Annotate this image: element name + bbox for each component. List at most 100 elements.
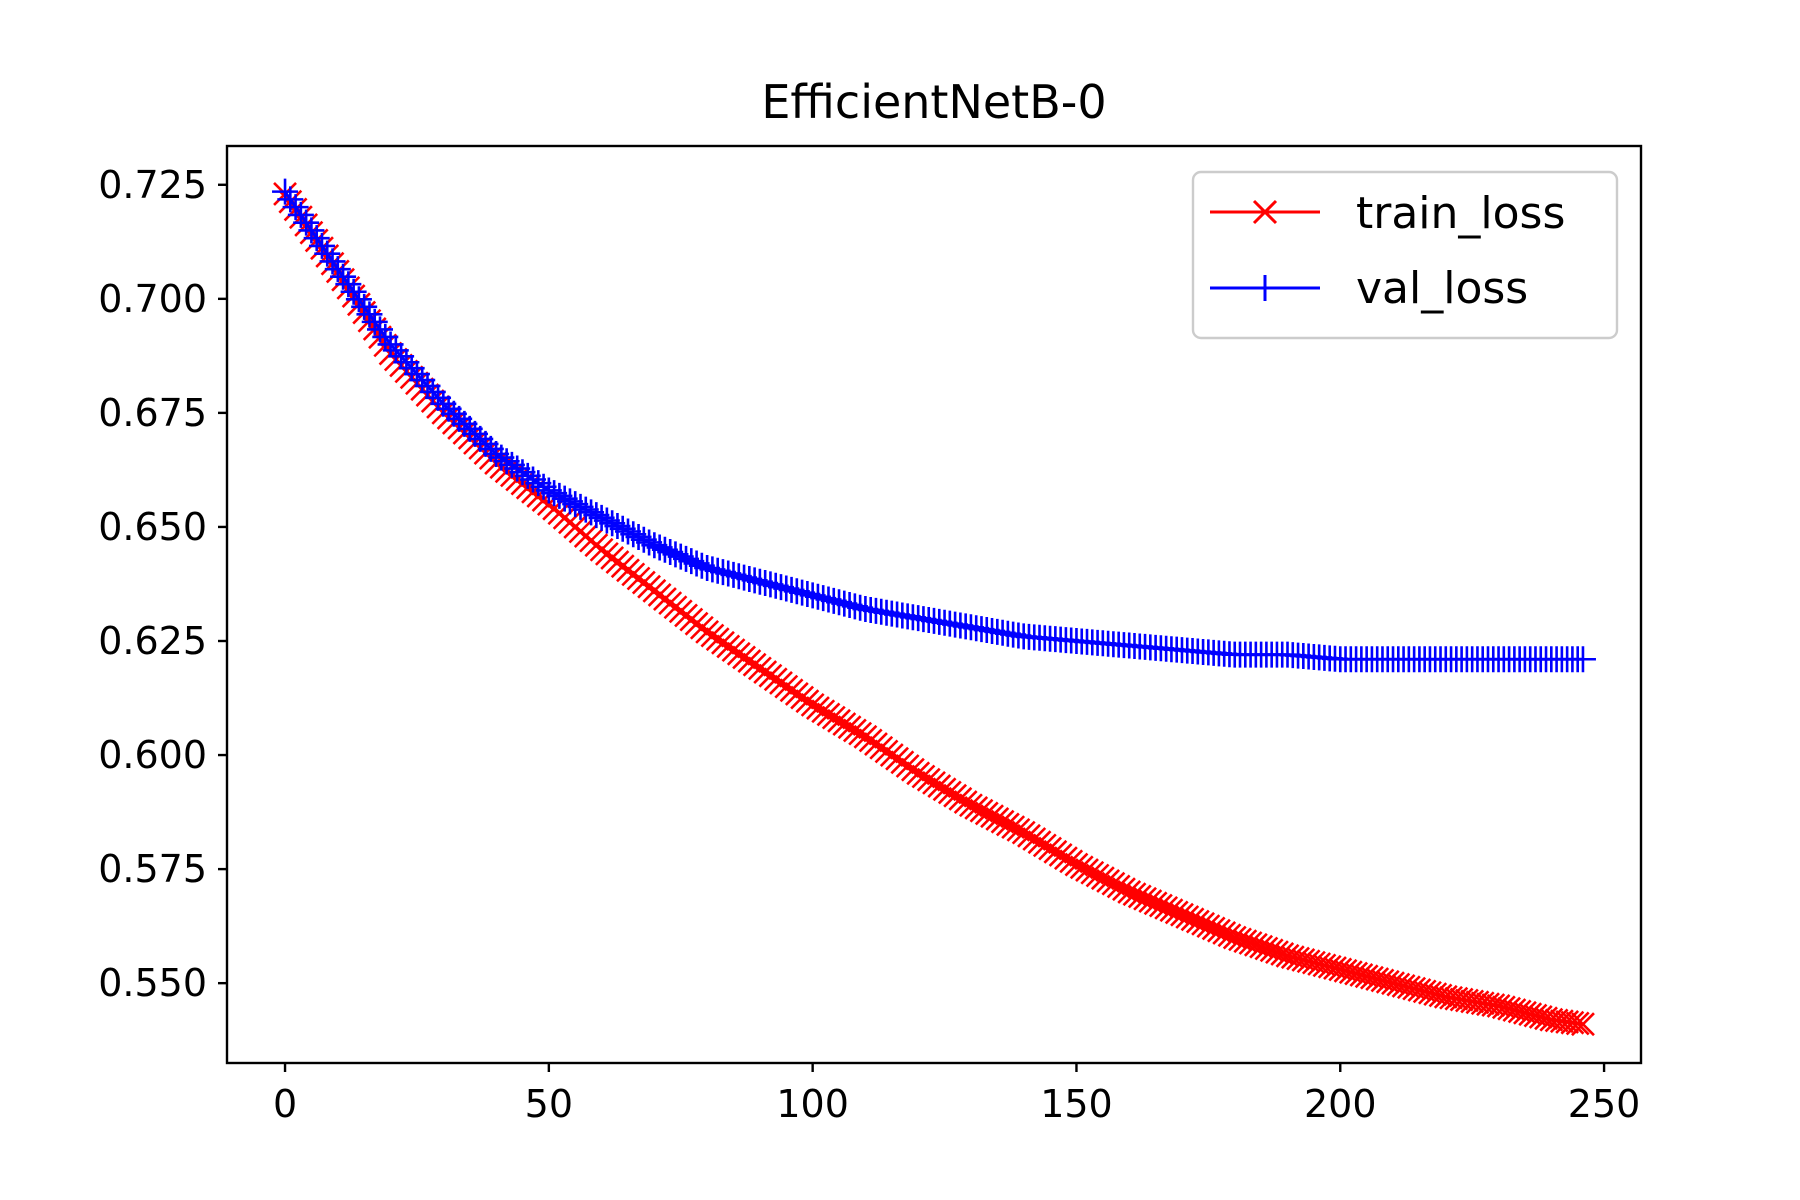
data-point-val-loss [699,556,726,583]
y-tick-label: 0.675 [98,391,207,435]
data-point-val-loss [514,462,541,489]
data-point-val-loss [272,178,299,205]
data-point-val-loss [810,585,837,612]
data-point-val-loss [414,372,441,399]
data-point-train-loss [911,764,936,789]
data-point-val-loss [826,589,853,616]
y-tick-label: 0.700 [98,277,207,321]
data-point-val-loss [456,415,483,442]
data-point-train-loss [1038,836,1062,861]
data-point-val-loss [662,541,689,568]
data-point-val-loss [461,420,488,447]
data-point-val-loss [620,521,647,548]
series-val-loss [272,178,1596,673]
y-tick-label: 0.650 [98,505,207,549]
data-point-val-loss [720,561,747,588]
data-point-train-loss [948,786,973,811]
x-tick-label: 100 [776,1082,849,1126]
data-point-val-loss [488,444,515,471]
data-point-train-loss [800,692,825,717]
chart-title: EfficientNetB-0 [761,75,1106,129]
x-tick-label: 0 [273,1082,297,1126]
data-point-val-loss [841,593,868,620]
data-point-val-loss [778,576,805,603]
data-point-val-loss [820,587,847,614]
data-point-val-loss [799,582,826,609]
y-tick-label: 0.550 [98,961,207,1005]
data-point-val-loss [815,586,842,613]
data-point-train-loss [842,718,867,743]
data-point-val-loss [767,574,794,601]
data-point-val-loss [667,543,694,570]
data-point-val-loss [504,455,531,482]
data-point-train-loss [937,780,962,805]
data-point-val-loss [520,466,547,493]
data-point-val-loss [435,395,462,422]
data-point-val-loss [783,578,810,605]
data-point-val-loss [430,390,457,417]
data-point-val-loss [651,536,678,563]
data-point-val-loss [530,473,557,500]
data-point-val-loss [741,567,768,594]
plot-frame [225,144,1643,1065]
data-point-val-loss [509,459,536,486]
data-point-val-loss [736,565,763,592]
data-point-train-loss [1571,1012,1595,1037]
data-point-val-loss [498,451,525,478]
data-point-val-loss [725,563,752,590]
legend-label-val-loss: val_loss [1356,263,1528,314]
data-point-val-loss [541,480,568,507]
data-point-val-loss [625,523,652,550]
data-point-train-loss [806,696,830,720]
data-point-train-loss [922,770,946,795]
data-point-val-loss [762,572,789,599]
data-point-val-loss [546,482,573,509]
data-point-val-loss [804,583,831,610]
data-point-train-loss [1565,1011,1590,1036]
data-point-val-loss [688,552,715,579]
data-point-val-loss [583,502,610,529]
data-point-val-loss [588,504,615,531]
y-tick-label: 0.625 [98,619,207,663]
data-point-val-loss [556,488,583,515]
data-point-val-loss [377,331,404,358]
data-point-val-loss [467,425,494,452]
axes-layer: 0 50 100 150 200 250 0.550 0.575 0.600 0.625 0.650… [98,163,1640,1126]
data-point-val-loss [398,355,425,382]
data-point-train-loss [816,702,841,727]
data-point-val-loss [483,440,510,467]
data-point-train-loss [832,712,857,736]
data-point-train-loss [1027,830,1052,855]
x-tick-label: 200 [1304,1082,1377,1126]
data-point-val-loss [425,384,452,411]
data-point-val-loss [1569,646,1596,673]
data-point-val-loss [609,515,636,542]
data-point-train-loss [811,699,836,724]
data-point-train-loss [1476,992,1500,1017]
data-point-val-loss [641,532,668,559]
data-point-val-loss [757,571,784,598]
data-point-val-loss [657,539,684,566]
data-point-val-loss [646,534,673,561]
data-point-val-loss [704,557,731,584]
data-point-val-loss [419,378,446,405]
data-point-train-loss [927,774,952,798]
data-point-val-loss [746,568,773,595]
x-tick-label: 50 [525,1082,573,1126]
data-point-train-loss [916,767,941,792]
x-tick-label: 150 [1040,1082,1113,1126]
y-tick-label: 0.600 [98,733,207,777]
data-point-val-loss [551,485,578,512]
data-point-train-loss [1043,839,1068,864]
data-point-val-loss [752,570,779,597]
series-train-loss [273,181,1595,1037]
data-point-val-loss [789,579,816,606]
data-point-val-loss [578,499,605,526]
data-point-val-loss [604,513,631,540]
data-point-val-loss [709,559,736,586]
data-point-val-loss [678,548,705,575]
data-point-val-loss [525,470,552,497]
data-point-val-loss [731,564,758,591]
